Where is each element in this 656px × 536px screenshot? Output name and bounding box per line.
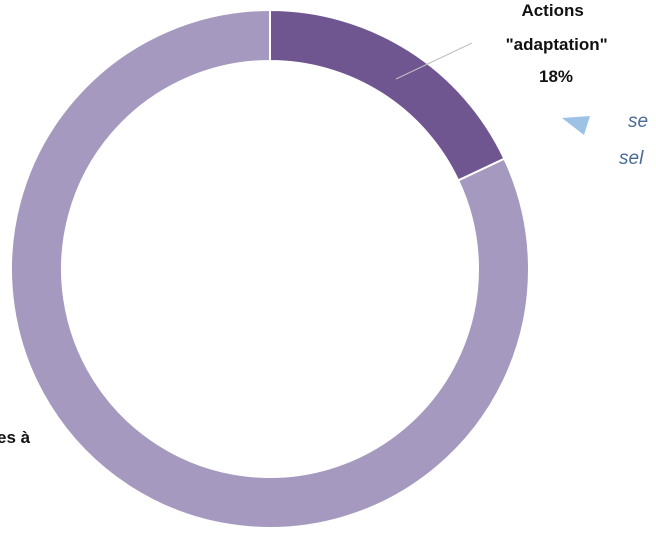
slice-label-adaptation-line-2: "adaptation" xyxy=(506,35,608,54)
side-note-text: se sel xyxy=(619,111,653,169)
donut-slice-0 xyxy=(270,10,504,180)
donut-slices xyxy=(11,10,529,528)
side-note-line-1: se xyxy=(628,111,648,132)
slice-label-adaptation: Actions "adaptation" 18% xyxy=(506,1,613,86)
arrow-icon xyxy=(562,116,590,135)
slice-label-adaptation-percent: 18% xyxy=(539,67,573,86)
slice-label-other-line-1: es à xyxy=(0,428,31,447)
side-note-line-2: sel xyxy=(619,148,644,169)
slice-label-adaptation-line-1: Actions xyxy=(521,1,583,20)
slice-label-other-partial: es à xyxy=(0,428,31,447)
